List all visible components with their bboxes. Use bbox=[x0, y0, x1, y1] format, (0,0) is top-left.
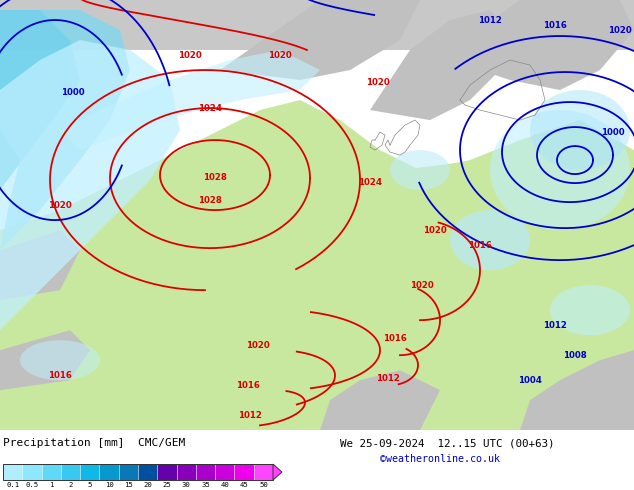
Polygon shape bbox=[0, 230, 80, 300]
Bar bbox=[119, 464, 138, 480]
Text: 1012: 1012 bbox=[543, 320, 567, 330]
Text: 1020: 1020 bbox=[178, 50, 202, 59]
Bar bbox=[196, 464, 215, 480]
Ellipse shape bbox=[450, 210, 530, 270]
Text: 50: 50 bbox=[259, 482, 268, 488]
Text: 1016: 1016 bbox=[468, 241, 492, 249]
Ellipse shape bbox=[20, 340, 100, 380]
Text: 25: 25 bbox=[162, 482, 171, 488]
Polygon shape bbox=[370, 10, 510, 120]
Text: 1020: 1020 bbox=[423, 225, 447, 235]
Text: 1008: 1008 bbox=[563, 351, 587, 360]
Text: 0.1: 0.1 bbox=[6, 482, 19, 488]
Bar bbox=[80, 464, 100, 480]
Bar bbox=[61, 464, 80, 480]
Text: 1020: 1020 bbox=[48, 200, 72, 210]
Text: 2: 2 bbox=[68, 482, 73, 488]
Ellipse shape bbox=[530, 90, 630, 170]
Text: 45: 45 bbox=[240, 482, 249, 488]
Text: We 25-09-2024  12..15 UTC (00+63): We 25-09-2024 12..15 UTC (00+63) bbox=[340, 438, 555, 448]
Text: 1016: 1016 bbox=[543, 21, 567, 29]
Bar bbox=[235, 464, 254, 480]
Bar bbox=[3, 464, 273, 480]
Text: 35: 35 bbox=[201, 482, 210, 488]
Ellipse shape bbox=[390, 150, 450, 190]
Polygon shape bbox=[80, 150, 634, 430]
Bar bbox=[177, 464, 196, 480]
Bar bbox=[42, 464, 61, 480]
Polygon shape bbox=[273, 464, 282, 480]
Bar bbox=[215, 464, 235, 480]
Polygon shape bbox=[450, 0, 634, 90]
Text: 1024: 1024 bbox=[198, 103, 222, 113]
Polygon shape bbox=[520, 350, 634, 430]
Text: 1000: 1000 bbox=[61, 88, 85, 97]
Bar bbox=[157, 464, 177, 480]
Text: 1012: 1012 bbox=[238, 411, 262, 420]
Text: Precipitation [mm]  CMC/GEM: Precipitation [mm] CMC/GEM bbox=[3, 438, 185, 448]
Text: 1016: 1016 bbox=[383, 334, 407, 343]
Text: 1028: 1028 bbox=[198, 196, 222, 205]
Text: 5: 5 bbox=[87, 482, 92, 488]
Bar bbox=[100, 464, 119, 480]
Polygon shape bbox=[320, 370, 440, 430]
Text: 1020: 1020 bbox=[246, 341, 270, 350]
Text: ©weatheronline.co.uk: ©weatheronline.co.uk bbox=[380, 454, 500, 464]
Bar bbox=[0, 0, 634, 50]
Bar bbox=[254, 464, 273, 480]
Polygon shape bbox=[0, 10, 80, 190]
Text: 20: 20 bbox=[143, 482, 152, 488]
Text: 15: 15 bbox=[124, 482, 133, 488]
Text: 0.5: 0.5 bbox=[25, 482, 39, 488]
Text: 1020: 1020 bbox=[410, 281, 434, 290]
Polygon shape bbox=[60, 50, 320, 150]
Polygon shape bbox=[0, 100, 634, 430]
Text: 1020: 1020 bbox=[608, 25, 632, 34]
Text: 1004: 1004 bbox=[518, 376, 542, 385]
Polygon shape bbox=[0, 10, 130, 250]
Text: 1012: 1012 bbox=[478, 16, 502, 24]
Text: 40: 40 bbox=[221, 482, 229, 488]
Text: 1016: 1016 bbox=[236, 381, 260, 390]
Text: 1024: 1024 bbox=[358, 177, 382, 187]
Text: 1: 1 bbox=[49, 482, 53, 488]
Text: 30: 30 bbox=[182, 482, 191, 488]
Polygon shape bbox=[220, 0, 420, 80]
Text: 1016: 1016 bbox=[48, 371, 72, 380]
Polygon shape bbox=[0, 40, 180, 330]
Text: 1012: 1012 bbox=[376, 374, 400, 383]
Ellipse shape bbox=[550, 285, 630, 335]
Text: 1028: 1028 bbox=[203, 172, 227, 182]
Text: 10: 10 bbox=[105, 482, 113, 488]
Text: 1020: 1020 bbox=[268, 50, 292, 59]
Polygon shape bbox=[0, 330, 90, 390]
Bar bbox=[3, 464, 22, 480]
Ellipse shape bbox=[490, 110, 630, 230]
Bar bbox=[22, 464, 42, 480]
Text: 1000: 1000 bbox=[601, 127, 625, 137]
Text: 1020: 1020 bbox=[366, 77, 390, 87]
Bar bbox=[138, 464, 157, 480]
